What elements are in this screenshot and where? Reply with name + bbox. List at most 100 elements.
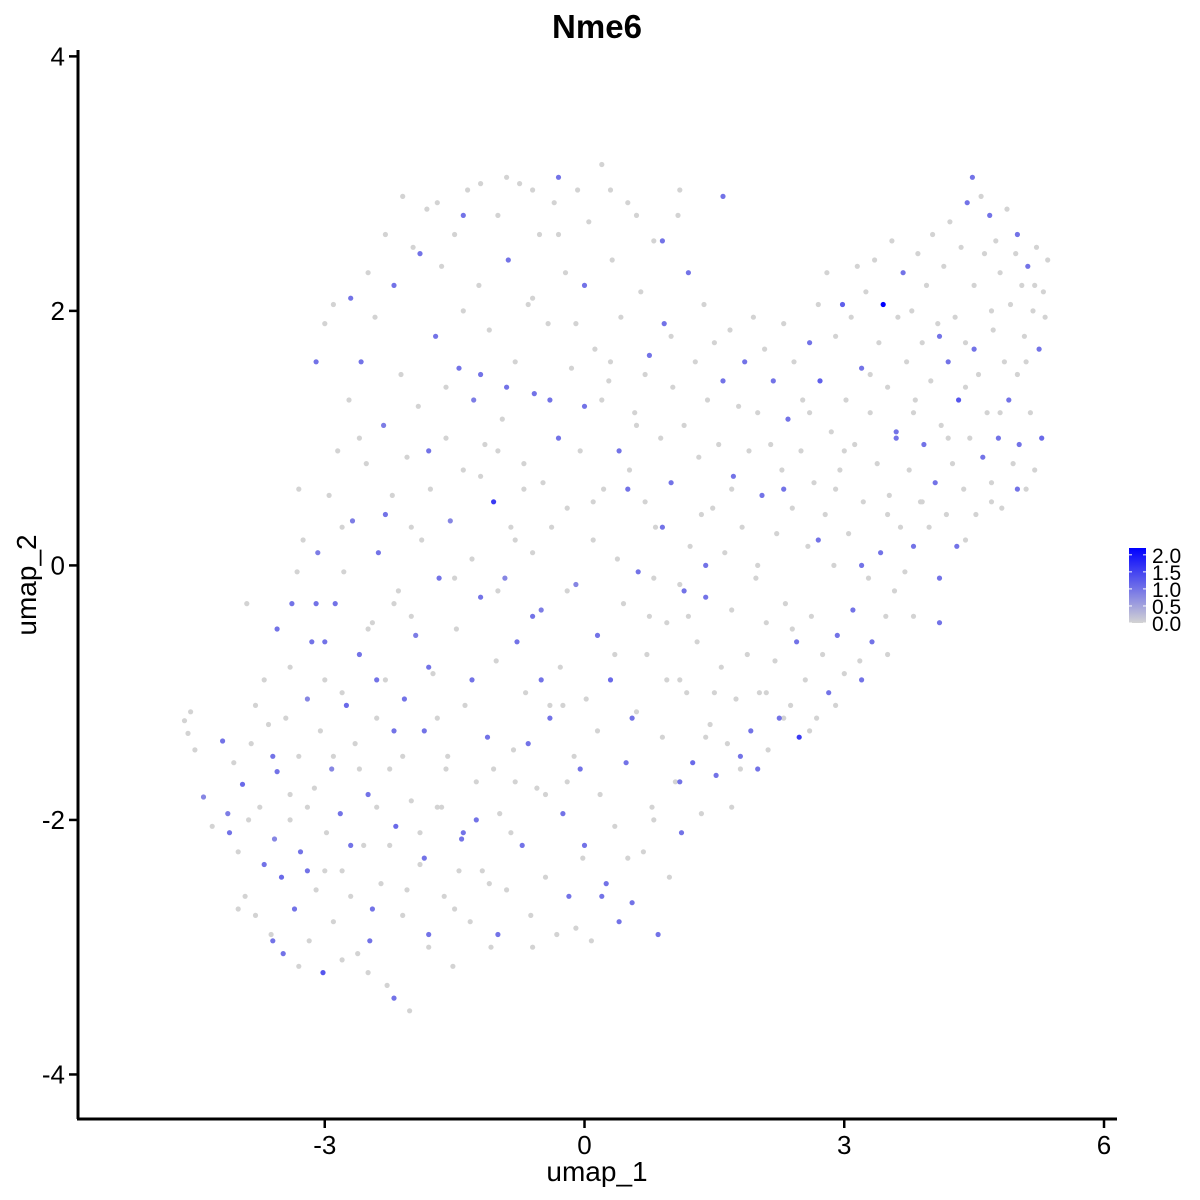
data-point (1014, 231, 1021, 238)
data-point (545, 321, 551, 327)
data-point (401, 696, 407, 702)
data-point (601, 486, 607, 492)
data-point (919, 340, 925, 346)
data-point (720, 378, 726, 384)
data-point (1021, 333, 1027, 339)
data-point (270, 938, 276, 944)
data-point (635, 569, 641, 575)
data-point (242, 893, 248, 899)
data-point (755, 410, 761, 416)
data-point (452, 575, 458, 581)
data-point (358, 359, 364, 365)
data-point (826, 690, 832, 696)
data-point (391, 601, 397, 607)
data-point (326, 492, 332, 498)
data-point (453, 626, 459, 632)
data-point (257, 804, 263, 810)
data-point (990, 327, 996, 333)
data-point (701, 301, 707, 308)
data-point (833, 486, 839, 492)
data-point (495, 931, 501, 938)
data-point (311, 785, 317, 791)
data-point (1045, 257, 1051, 263)
data-point (389, 492, 395, 498)
data-point (426, 664, 432, 670)
data-point (805, 543, 811, 549)
data-point (586, 219, 592, 225)
data-point (382, 677, 388, 683)
data-point (265, 721, 272, 728)
data-point (235, 849, 241, 855)
data-point (1023, 486, 1029, 492)
data-point (841, 671, 847, 677)
data-point (436, 575, 442, 581)
data-point (969, 174, 976, 180)
data-point (642, 499, 648, 505)
data-point (434, 715, 440, 721)
data-point (562, 270, 569, 276)
data-point (505, 257, 511, 263)
data-point (514, 639, 520, 645)
data-point (410, 244, 416, 250)
data-point (443, 766, 449, 772)
data-point (824, 270, 830, 276)
data-point (949, 461, 956, 467)
data-point (363, 461, 369, 467)
data-point (1025, 263, 1031, 269)
data-point (296, 753, 302, 759)
data-point (599, 161, 605, 168)
data-point (287, 791, 293, 798)
data-point (863, 289, 869, 295)
data-point (557, 664, 563, 670)
data-point (473, 817, 479, 823)
data-point (434, 200, 440, 206)
data-point (893, 435, 899, 441)
data-point (367, 938, 373, 944)
data-point (315, 550, 321, 556)
data-point (739, 524, 745, 530)
data-point (874, 461, 880, 467)
data-point (649, 804, 655, 810)
data-point (421, 728, 427, 734)
data-point (391, 995, 397, 1001)
data-point (549, 524, 555, 530)
data-point (945, 435, 951, 441)
data-point (659, 734, 666, 740)
data-point (395, 588, 401, 594)
data-point (789, 505, 795, 511)
data-point (737, 766, 744, 772)
data-point (878, 550, 884, 556)
data-point (936, 575, 943, 581)
colorbar-tick-label: 0.0 (1152, 613, 1181, 636)
data-point (365, 970, 371, 976)
data-point (443, 384, 449, 390)
data-point (530, 944, 536, 950)
data-point (504, 384, 510, 390)
data-point (225, 811, 231, 817)
data-point (815, 537, 821, 543)
data-point (530, 295, 536, 301)
data-point (651, 575, 657, 581)
data-point (465, 187, 471, 193)
data-point (755, 766, 761, 772)
data-point (975, 371, 982, 378)
data-point (384, 982, 390, 989)
data-point (560, 811, 566, 817)
data-point (1014, 371, 1021, 378)
data-point (447, 518, 453, 524)
data-point (322, 677, 328, 683)
data-point (441, 893, 447, 899)
data-point (729, 486, 735, 492)
data-point (616, 919, 622, 925)
data-point (417, 830, 423, 836)
data-point (452, 906, 458, 912)
data-point (469, 556, 475, 562)
data-point (374, 677, 380, 683)
data-point (923, 282, 930, 288)
y-axis-title: umap_2 (11, 534, 42, 635)
data-point (583, 696, 589, 702)
data-point (759, 492, 765, 498)
data-point (488, 944, 494, 950)
data-point (296, 963, 302, 969)
data-point (297, 849, 304, 855)
